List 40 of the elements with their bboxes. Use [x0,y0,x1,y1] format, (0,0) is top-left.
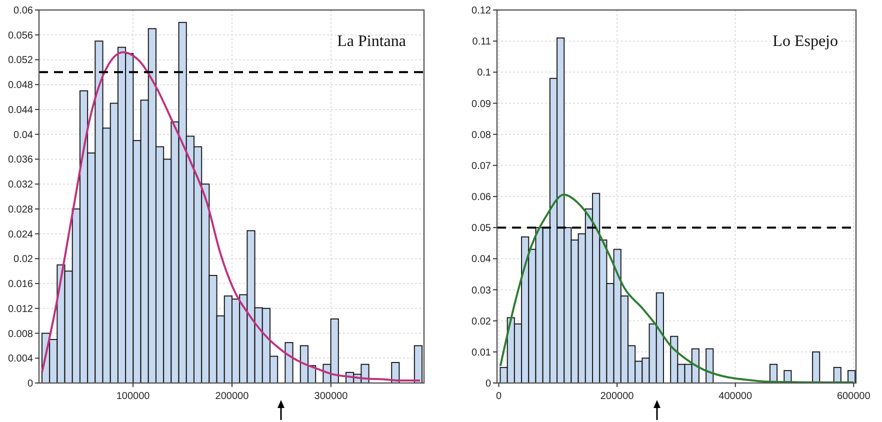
y-tick-label: 0.11 [472,36,492,48]
y-tick-label: 0.02 [472,316,492,328]
x-tick-label: 200000 [600,391,634,402]
y-tick-label: 0.06 [472,192,492,203]
y-tick-label: 0.05 [472,223,492,234]
annotation: Lo Espejo [772,33,838,50]
y-tick-label: 0 [27,378,34,390]
line-series [40,51,422,382]
y-tick-label: 0.048 [8,80,34,92]
y-tick-label: 0.03 [472,285,492,296]
x-tick-label: 400000 [718,391,752,402]
x-tick-label: 200000 [215,391,250,402]
x-tick-label: 0 [496,391,502,402]
x-tick-label: 100000 [116,391,150,402]
y-tick-label: 0.06 [14,6,34,16]
y-tick-label: 0.01 [472,347,492,358]
y-tick-label: 0.024 [8,229,34,240]
x-tick-label: 300000 [314,391,348,402]
y-tick-label: 0.008 [8,328,34,340]
y-tick-label: 0.04 [14,130,34,141]
y-tick-label: 0.032 [8,180,34,191]
y-tick-label: 0.028 [8,204,34,216]
y-tick-label: 0.07 [472,160,492,172]
y-tick-label: 0.02 [14,254,34,266]
y-tick-label: 0.052 [8,55,34,66]
x-tick-label: 600000 [836,391,871,402]
y-tick-label: 0.004 [8,354,34,365]
y-tick-label: 0 [485,378,492,390]
y-tick-label: 0.056 [8,30,34,42]
annotation: La Pintana [337,33,406,50]
y-tick-label: 0.08 [472,130,492,141]
y-tick-label: 0.04 [472,254,492,266]
y-tick-label: 0.016 [8,279,34,290]
line-series [499,194,855,384]
y-tick-label: 0.1 [477,68,492,79]
y-tick-label: 0.012 [8,304,34,315]
y-tick-label: 0.036 [8,154,34,166]
y-tick-label: 0.09 [472,98,492,110]
y-tick-label: 0.044 [8,104,34,116]
y-tick-label: 0.12 [472,6,492,16]
